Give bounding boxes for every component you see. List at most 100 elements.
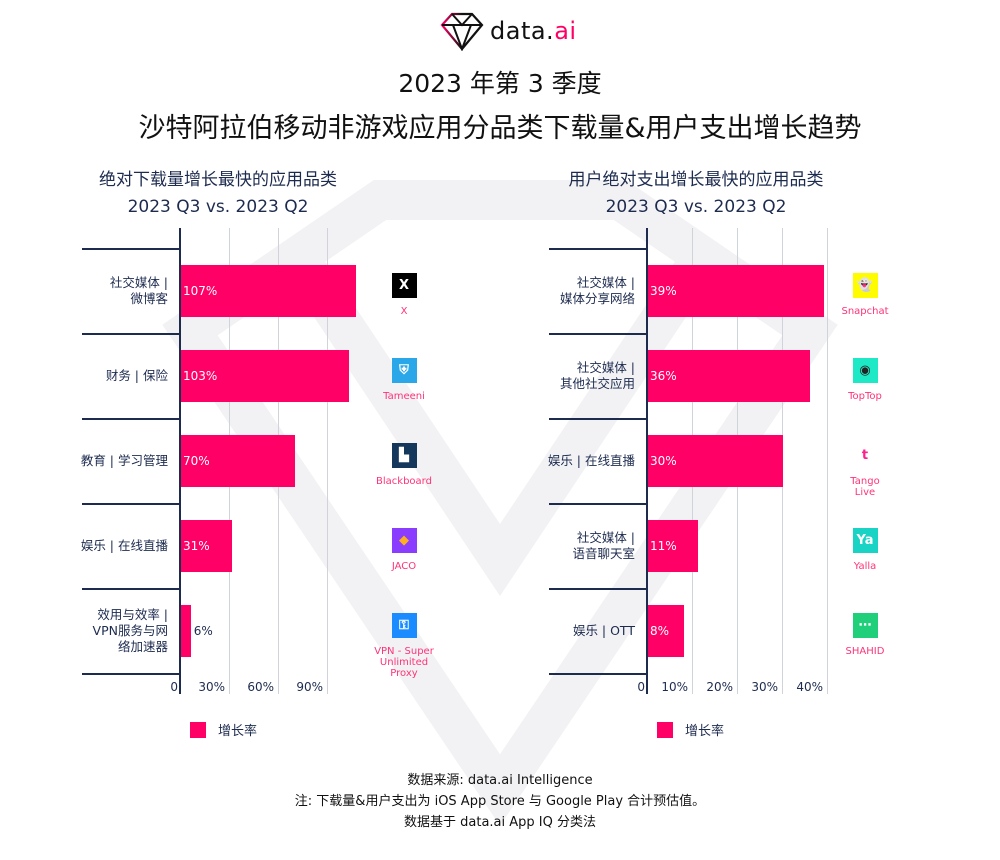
x-tick-label: 30% xyxy=(751,680,778,694)
value-label: 30% xyxy=(650,454,677,468)
legend-swatch xyxy=(657,721,673,738)
app-name: VPN - Super Unlimited Proxy xyxy=(374,646,434,679)
row-divider xyxy=(549,673,647,675)
value-label: 39% xyxy=(650,284,677,298)
x-tick-label: 40% xyxy=(796,680,823,694)
bar xyxy=(181,520,232,572)
category-label: 社交媒体 | 媒体分享网络 xyxy=(559,274,635,306)
logo-text-main: data. xyxy=(490,17,555,45)
x-app-icon: X xyxy=(391,273,417,298)
y-axis-line xyxy=(179,228,181,694)
data-ai-logo: data.ai xyxy=(440,10,577,52)
value-label: 8% xyxy=(650,624,670,638)
row-divider xyxy=(549,588,647,590)
top-app: ⚿ VPN - Super Unlimited Proxy xyxy=(359,613,449,679)
bar xyxy=(648,605,684,657)
yalla-app-icon: Ya xyxy=(852,528,878,553)
category-label: 娱乐 | OTT xyxy=(572,622,635,638)
row-divider xyxy=(82,503,180,505)
snapchat-app-icon: 👻 xyxy=(852,273,878,298)
category-label: 效用与效率 | VPN服务与网 络加速器 xyxy=(92,606,168,654)
bar xyxy=(181,435,296,487)
chart-title: 绝对下载量增长最快的应用品类 xyxy=(99,170,337,190)
value-label: 103% xyxy=(183,369,218,383)
vpn-app-icon: ⚿ xyxy=(391,613,417,638)
value-label: 107% xyxy=(183,284,218,298)
legend: 增长率 xyxy=(657,720,724,739)
row-divider xyxy=(82,248,180,250)
app-name: Tameeni xyxy=(383,391,425,402)
app-name: Snapchat xyxy=(841,306,889,317)
legend-swatch xyxy=(190,721,206,738)
app-name: SHAHID xyxy=(845,646,885,657)
footer-taxonomy: 数据基于 data.ai App IQ 分类法 xyxy=(404,815,596,830)
app-name: TopTop xyxy=(848,391,882,402)
category-label: 社交媒体 | 语音聊天室 xyxy=(572,529,635,561)
app-name: Tango Live xyxy=(850,476,880,498)
bar xyxy=(648,265,824,317)
bar xyxy=(648,350,810,402)
chart-title: 用户绝对支出增长最快的应用品类 xyxy=(568,170,824,190)
app-name: Blackboard xyxy=(376,476,432,487)
bar xyxy=(181,265,356,317)
category-label: 财务 | 保险 xyxy=(105,367,168,383)
top-app: 👻 Snapchat xyxy=(820,273,910,317)
x-tick-label: 0 xyxy=(170,680,178,694)
gridline xyxy=(827,228,828,694)
gridline xyxy=(327,228,328,694)
top-app: ⋯ SHAHID xyxy=(820,613,910,657)
category-label: 娱乐 | 在线直播 xyxy=(80,537,168,553)
top-app: ◉ TopTop xyxy=(820,358,910,402)
row-divider xyxy=(82,588,180,590)
shahid-app-icon: ⋯ xyxy=(852,613,878,638)
legend-label: 增长率 xyxy=(685,724,725,739)
x-tick-label: 20% xyxy=(706,680,733,694)
top-app: ⛨ Tameeni xyxy=(359,358,449,402)
bar xyxy=(181,605,191,657)
logo-text: data.ai xyxy=(490,17,577,45)
bar xyxy=(648,520,698,572)
category-label: 娱乐 | 在线直播 xyxy=(547,452,635,468)
top-app: ▙ Blackboard xyxy=(359,443,449,487)
category-label: 社交媒体 | 其他社交应用 xyxy=(559,359,635,391)
category-label: 社交媒体 | 微博客 xyxy=(109,274,168,306)
x-tick-label: 10% xyxy=(661,680,688,694)
title-line-1: 2023 年第 3 季度 xyxy=(398,69,602,98)
row-divider xyxy=(82,333,180,335)
logo-text-accent: ai xyxy=(554,17,577,45)
row-divider xyxy=(549,418,647,420)
y-axis-line xyxy=(646,228,648,694)
app-name: X xyxy=(400,306,408,317)
row-divider xyxy=(82,418,180,420)
value-label: 6% xyxy=(193,624,213,638)
x-tick-label: 0 xyxy=(637,680,645,694)
tameeni-app-icon: ⛨ xyxy=(391,358,417,383)
value-label: 31% xyxy=(183,539,210,553)
row-divider xyxy=(549,248,647,250)
bar xyxy=(181,350,350,402)
row-divider xyxy=(549,503,647,505)
x-tick-label: 60% xyxy=(247,680,274,694)
footer-source: 数据来源: data.ai Intelligence xyxy=(407,773,593,788)
top-app: Ya Yalla xyxy=(820,528,910,572)
x-tick-label: 30% xyxy=(198,680,225,694)
value-label: 36% xyxy=(650,369,677,383)
blackboard-app-icon: ▙ xyxy=(391,443,417,468)
chart-subtitle: 2023 Q3 vs. 2023 Q2 xyxy=(605,197,787,217)
bar xyxy=(648,435,783,487)
toptop-app-icon: ◉ xyxy=(852,358,878,383)
app-name: Yalla xyxy=(853,561,877,572)
footer-note: 注: 下载量&用户支出为 iOS App Store 与 Google Play… xyxy=(294,794,706,809)
category-label: 教育 | 学习管理 xyxy=(80,452,168,468)
legend-label: 增长率 xyxy=(218,724,258,739)
top-app: t Tango Live xyxy=(820,443,910,498)
tango-app-icon: t xyxy=(852,443,878,468)
legend: 增长率 xyxy=(190,720,257,739)
app-name: JACO xyxy=(391,561,417,572)
row-divider xyxy=(82,673,180,675)
value-label: 11% xyxy=(650,539,677,553)
x-tick-label: 90% xyxy=(296,680,323,694)
diamond-logo-icon xyxy=(440,12,484,51)
